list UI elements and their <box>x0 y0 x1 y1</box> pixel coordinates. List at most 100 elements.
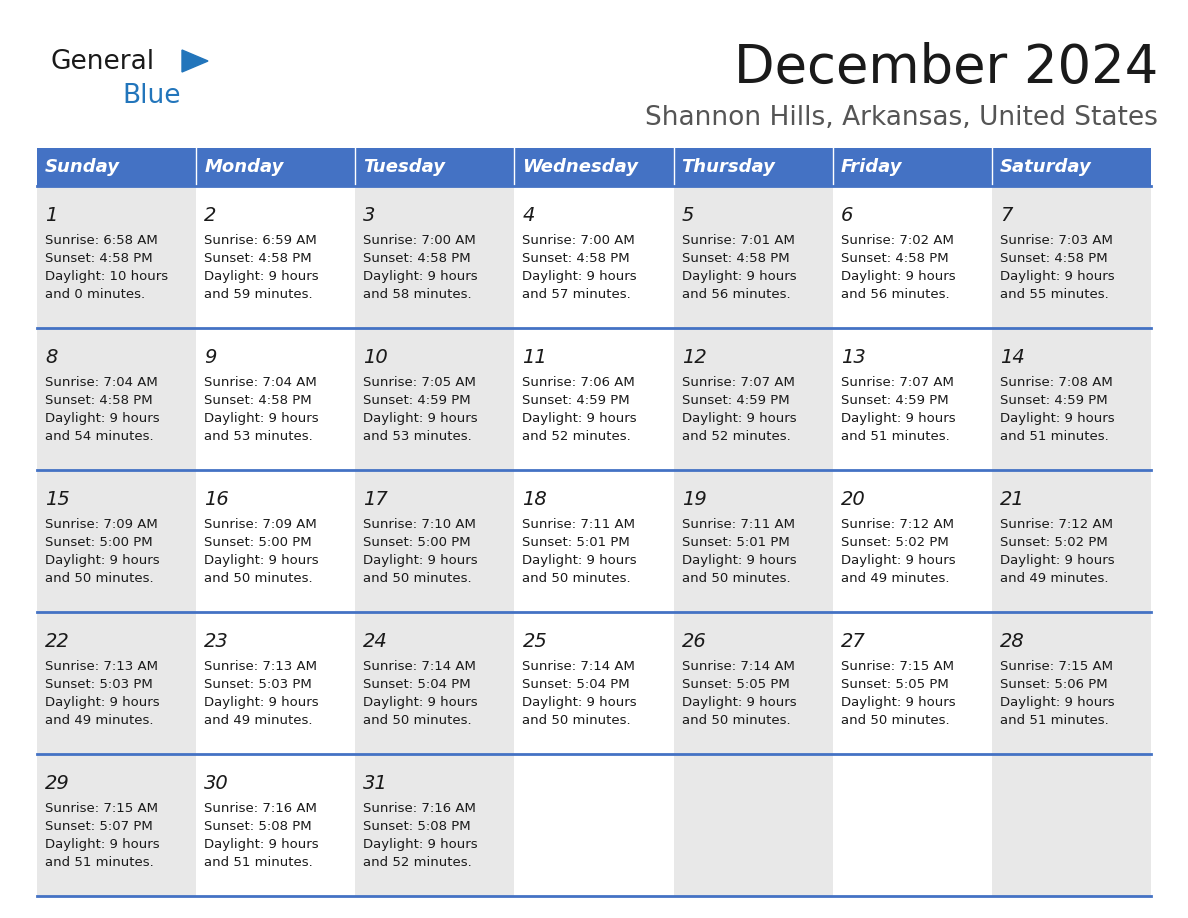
Bar <box>37 754 196 896</box>
Text: Daylight: 9 hours: Daylight: 9 hours <box>364 270 478 283</box>
Bar <box>514 470 674 612</box>
Text: December 2024: December 2024 <box>734 42 1158 94</box>
Bar <box>37 148 196 186</box>
Bar <box>833 328 992 470</box>
Text: and 56 minutes.: and 56 minutes. <box>841 288 949 301</box>
Text: 31: 31 <box>364 774 388 793</box>
Text: and 53 minutes.: and 53 minutes. <box>204 430 312 443</box>
Text: Sunset: 5:08 PM: Sunset: 5:08 PM <box>364 820 470 833</box>
Text: Sunrise: 7:09 AM: Sunrise: 7:09 AM <box>204 518 317 531</box>
Bar <box>355 148 514 186</box>
Text: Sunset: 5:00 PM: Sunset: 5:00 PM <box>45 536 152 549</box>
Bar <box>196 612 355 754</box>
Text: Sunrise: 6:58 AM: Sunrise: 6:58 AM <box>45 234 158 247</box>
Bar <box>37 328 196 470</box>
Text: Daylight: 9 hours: Daylight: 9 hours <box>364 696 478 709</box>
Text: Sunset: 4:58 PM: Sunset: 4:58 PM <box>45 252 152 265</box>
Bar <box>674 754 833 896</box>
Bar <box>355 754 514 896</box>
Text: and 50 minutes.: and 50 minutes. <box>523 714 631 727</box>
Bar <box>514 612 674 754</box>
Text: and 52 minutes.: and 52 minutes. <box>523 430 631 443</box>
Text: Sunset: 5:00 PM: Sunset: 5:00 PM <box>204 536 311 549</box>
Text: Blue: Blue <box>122 83 181 109</box>
Bar <box>833 612 992 754</box>
Bar <box>992 328 1151 470</box>
Text: and 49 minutes.: and 49 minutes. <box>1000 572 1108 585</box>
Text: 8: 8 <box>45 348 57 367</box>
Bar <box>833 754 992 896</box>
Text: and 50 minutes.: and 50 minutes. <box>682 714 790 727</box>
Bar <box>355 470 514 612</box>
Text: Daylight: 9 hours: Daylight: 9 hours <box>1000 696 1114 709</box>
Text: 3: 3 <box>364 206 375 225</box>
Bar <box>196 754 355 896</box>
Text: Daylight: 9 hours: Daylight: 9 hours <box>364 554 478 567</box>
Text: Sunset: 4:58 PM: Sunset: 4:58 PM <box>204 252 311 265</box>
Text: Daylight: 9 hours: Daylight: 9 hours <box>204 554 318 567</box>
Text: and 50 minutes.: and 50 minutes. <box>841 714 949 727</box>
Text: Sunset: 5:03 PM: Sunset: 5:03 PM <box>204 678 312 691</box>
Text: 29: 29 <box>45 774 70 793</box>
Text: Sunrise: 7:00 AM: Sunrise: 7:00 AM <box>523 234 636 247</box>
Text: Shannon Hills, Arkansas, United States: Shannon Hills, Arkansas, United States <box>645 105 1158 131</box>
Bar <box>196 470 355 612</box>
Text: and 50 minutes.: and 50 minutes. <box>682 572 790 585</box>
Bar <box>514 328 674 470</box>
Text: 13: 13 <box>841 348 866 367</box>
Text: and 59 minutes.: and 59 minutes. <box>204 288 312 301</box>
Text: Sunrise: 7:11 AM: Sunrise: 7:11 AM <box>682 518 795 531</box>
Bar <box>514 754 674 896</box>
Text: and 49 minutes.: and 49 minutes. <box>45 714 153 727</box>
Bar <box>196 186 355 328</box>
Text: Daylight: 9 hours: Daylight: 9 hours <box>682 270 796 283</box>
Text: 24: 24 <box>364 632 388 651</box>
Text: Sunset: 5:04 PM: Sunset: 5:04 PM <box>364 678 470 691</box>
Bar <box>674 148 833 186</box>
Text: Sunset: 4:58 PM: Sunset: 4:58 PM <box>45 394 152 407</box>
Text: Sunrise: 7:04 AM: Sunrise: 7:04 AM <box>204 376 317 389</box>
Text: Daylight: 9 hours: Daylight: 9 hours <box>682 554 796 567</box>
Text: and 57 minutes.: and 57 minutes. <box>523 288 631 301</box>
Text: and 49 minutes.: and 49 minutes. <box>204 714 312 727</box>
Text: and 53 minutes.: and 53 minutes. <box>364 430 472 443</box>
Text: and 51 minutes.: and 51 minutes. <box>45 856 153 869</box>
Text: Daylight: 9 hours: Daylight: 9 hours <box>364 412 478 425</box>
Bar <box>674 186 833 328</box>
Text: Daylight: 9 hours: Daylight: 9 hours <box>204 696 318 709</box>
Bar <box>992 612 1151 754</box>
Text: 21: 21 <box>1000 490 1024 509</box>
Text: Sunrise: 7:15 AM: Sunrise: 7:15 AM <box>841 660 954 673</box>
Text: and 52 minutes.: and 52 minutes. <box>682 430 790 443</box>
Text: Sunset: 5:06 PM: Sunset: 5:06 PM <box>1000 678 1107 691</box>
Text: Daylight: 9 hours: Daylight: 9 hours <box>523 270 637 283</box>
Bar <box>355 186 514 328</box>
Text: and 54 minutes.: and 54 minutes. <box>45 430 153 443</box>
Text: Daylight: 9 hours: Daylight: 9 hours <box>1000 270 1114 283</box>
Text: Sunrise: 7:06 AM: Sunrise: 7:06 AM <box>523 376 636 389</box>
Text: Thursday: Thursday <box>682 158 776 176</box>
Text: Sunset: 4:58 PM: Sunset: 4:58 PM <box>682 252 789 265</box>
Text: 16: 16 <box>204 490 229 509</box>
Text: Daylight: 9 hours: Daylight: 9 hours <box>841 696 955 709</box>
Text: Daylight: 9 hours: Daylight: 9 hours <box>45 412 159 425</box>
Text: and 50 minutes.: and 50 minutes. <box>204 572 312 585</box>
Text: Sunrise: 7:14 AM: Sunrise: 7:14 AM <box>523 660 636 673</box>
Text: 11: 11 <box>523 348 548 367</box>
Text: Daylight: 9 hours: Daylight: 9 hours <box>841 554 955 567</box>
Text: Sunrise: 7:07 AM: Sunrise: 7:07 AM <box>841 376 954 389</box>
Bar <box>514 148 674 186</box>
Text: 26: 26 <box>682 632 707 651</box>
Text: 19: 19 <box>682 490 707 509</box>
Text: Sunrise: 7:10 AM: Sunrise: 7:10 AM <box>364 518 476 531</box>
Text: 18: 18 <box>523 490 548 509</box>
Text: Sunrise: 6:59 AM: Sunrise: 6:59 AM <box>204 234 317 247</box>
Polygon shape <box>182 50 208 72</box>
Text: Sunrise: 7:01 AM: Sunrise: 7:01 AM <box>682 234 795 247</box>
Text: 27: 27 <box>841 632 866 651</box>
Text: Sunset: 5:03 PM: Sunset: 5:03 PM <box>45 678 153 691</box>
Text: Sunrise: 7:15 AM: Sunrise: 7:15 AM <box>45 802 158 815</box>
Bar <box>992 148 1151 186</box>
Text: Sunrise: 7:12 AM: Sunrise: 7:12 AM <box>841 518 954 531</box>
Bar <box>833 470 992 612</box>
